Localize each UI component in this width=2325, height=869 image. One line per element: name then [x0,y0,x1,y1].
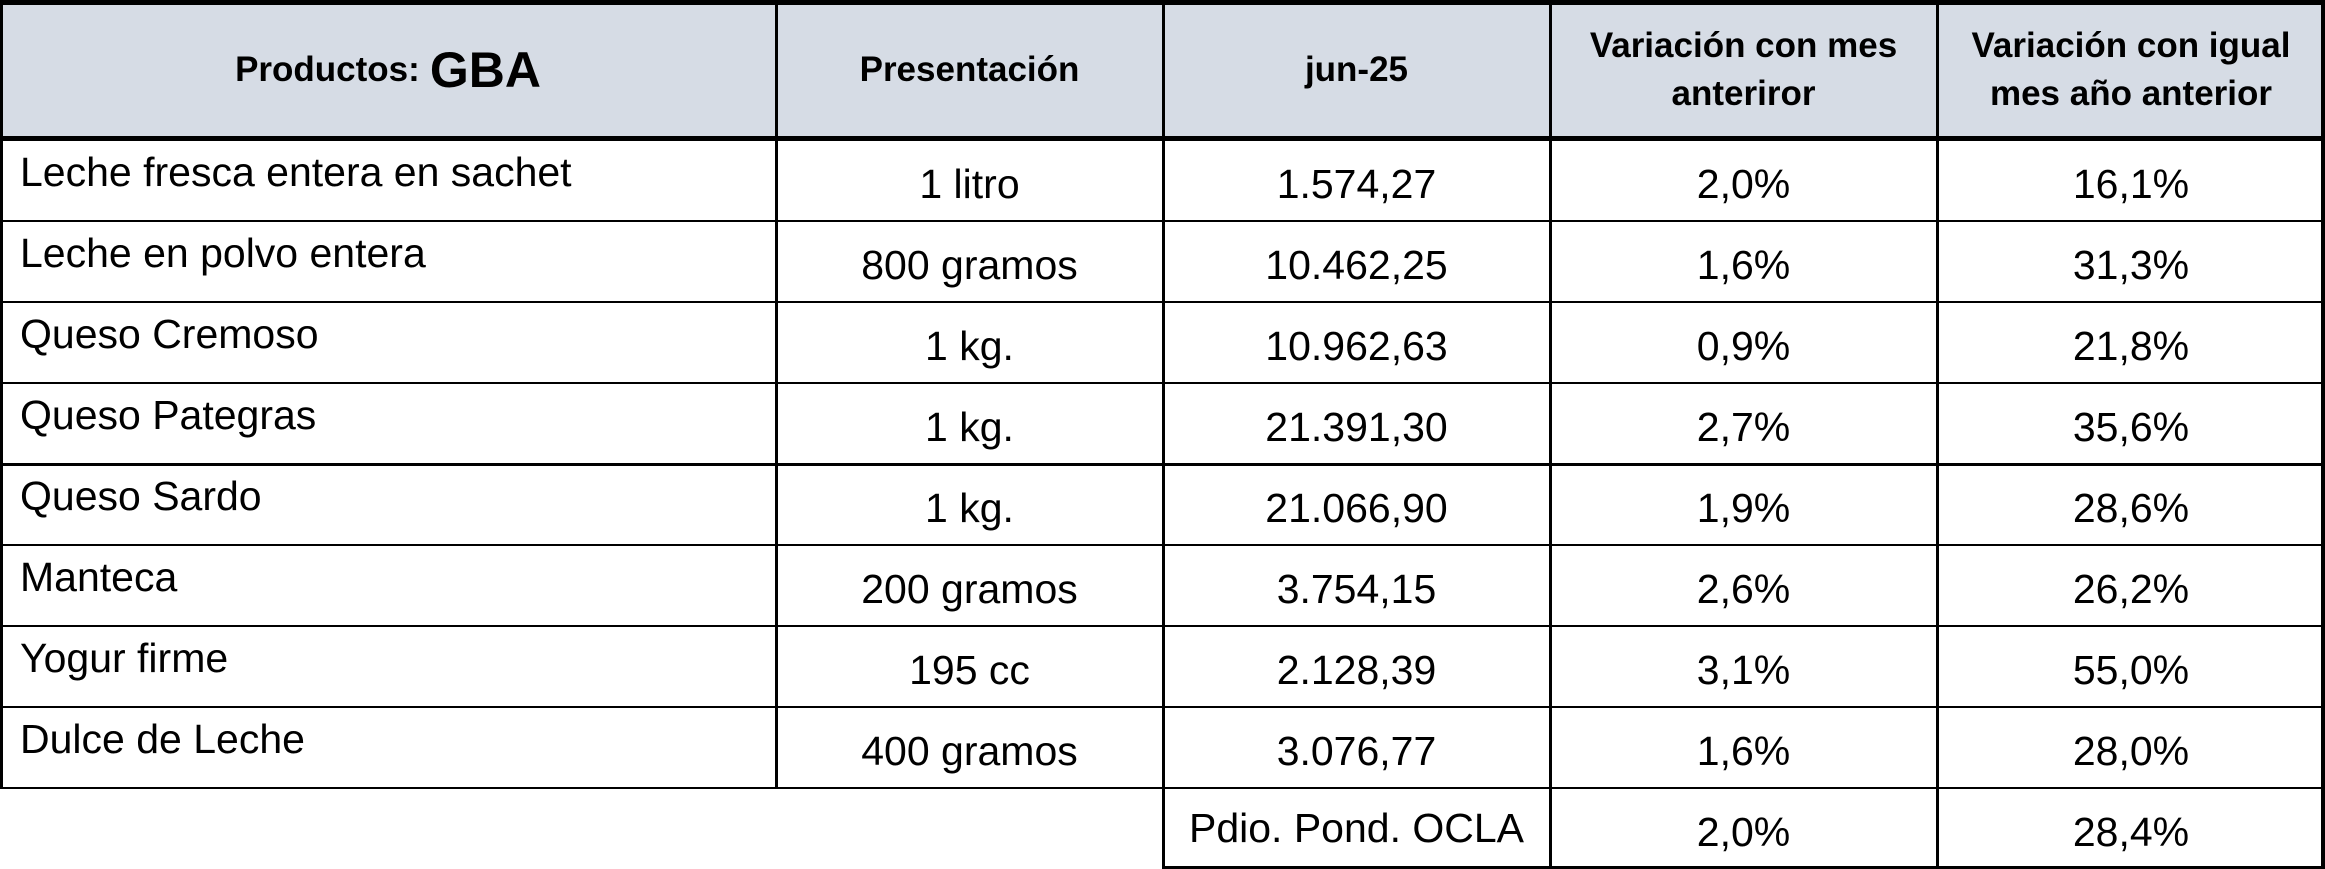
col-divider [1549,0,1552,869]
row-price: 1.574,27 [1276,161,1437,207]
row-presentation: 1 litro [919,161,1020,207]
row-var-anio: 55,0% [2072,647,2190,693]
row-product: Leche en polvo entera [20,230,426,276]
border-right [2321,0,2325,869]
row-var-mes: 2,0% [1696,161,1791,207]
row-var-mes: 1,6% [1696,728,1791,774]
row-presentation: 1 kg. [925,323,1014,369]
row-var-mes: 1,9% [1696,485,1791,531]
row-price: 21.391,30 [1265,404,1448,450]
row-var-mes: 0,9% [1696,323,1791,369]
row-var-anio: 26,2% [2072,566,2190,612]
row-price: 10.962,63 [1265,323,1448,369]
header-presentacion: Presentación [776,0,1163,140]
row-presentation: 200 gramos [861,566,1078,612]
summary-var-anio: 28,4% [2072,809,2190,855]
row-product: Leche fresca entera en sachet [20,149,572,195]
header-period: jun-25 [1163,0,1550,140]
row-price: 21.066,90 [1265,485,1448,531]
header-productos: Productos: GBA [0,0,776,140]
row-var-anio: 16,1% [2072,161,2190,207]
row-var-mes: 3,1% [1696,647,1791,693]
header-variacion-mes: Variación con mes anteriror [1550,0,1937,140]
border-left [0,0,3,789]
row-product: Manteca [20,554,178,600]
row-product: Queso Sardo [20,473,262,519]
row-var-mes: 1,6% [1696,242,1791,288]
col-divider [1162,0,1165,869]
summary-label: Pdio. Pond. OCLA [1188,805,1525,851]
row-price: 10.462,25 [1265,242,1448,288]
summary-var-mes: 2,0% [1696,809,1791,855]
row-presentation: 1 kg. [925,404,1014,450]
row-var-anio: 28,0% [2072,728,2190,774]
row-price: 3.076,77 [1276,728,1437,774]
row-var-anio: 35,6% [2072,404,2190,450]
row-presentation: 400 gramos [861,728,1078,774]
row-product: Queso Pategras [20,392,317,438]
row-var-mes: 2,6% [1696,566,1791,612]
header-variacion-anio: Variación con igual mes año anterior [1937,0,2325,140]
row-product: Dulce de Leche [20,716,305,762]
row-product: Yogur firme [20,635,229,681]
col-divider [775,0,778,789]
summary-bottom [1163,866,2325,869]
row-var-mes: 2,7% [1696,404,1791,450]
col-divider [1936,0,1939,869]
row-var-anio: 21,8% [2072,323,2190,369]
row-presentation: 1 kg. [925,485,1014,531]
row-presentation: 800 gramos [861,242,1078,288]
row-product: Queso Cremoso [20,311,319,357]
header-region: GBA [429,42,541,98]
row-var-anio: 31,3% [2072,242,2190,288]
header-productos-label: Productos: [235,50,420,89]
row-presentation: 195 cc [909,647,1030,693]
row-price: 2.128,39 [1276,647,1437,693]
row-var-anio: 28,6% [2072,485,2190,531]
row-price: 3.754,15 [1276,566,1437,612]
